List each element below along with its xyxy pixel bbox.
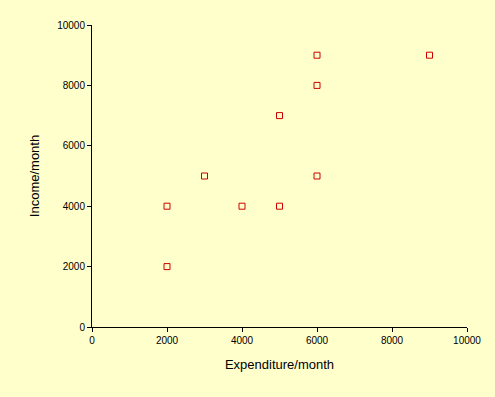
svg-text:6000: 6000	[63, 140, 86, 151]
svg-text:Expenditure/month: Expenditure/month	[225, 357, 334, 372]
svg-text:10000: 10000	[453, 335, 481, 346]
svg-text:8000: 8000	[381, 335, 404, 346]
svg-text:4000: 4000	[63, 201, 86, 212]
svg-text:2000: 2000	[63, 261, 86, 272]
svg-text:2000: 2000	[156, 335, 179, 346]
svg-text:10000: 10000	[57, 20, 85, 31]
svg-text:0: 0	[79, 322, 85, 333]
svg-text:8000: 8000	[63, 80, 86, 91]
svg-text:Income/month: Income/month	[27, 135, 42, 217]
svg-text:4000: 4000	[231, 335, 254, 346]
svg-text:6000: 6000	[306, 335, 329, 346]
svg-text:0: 0	[89, 335, 95, 346]
